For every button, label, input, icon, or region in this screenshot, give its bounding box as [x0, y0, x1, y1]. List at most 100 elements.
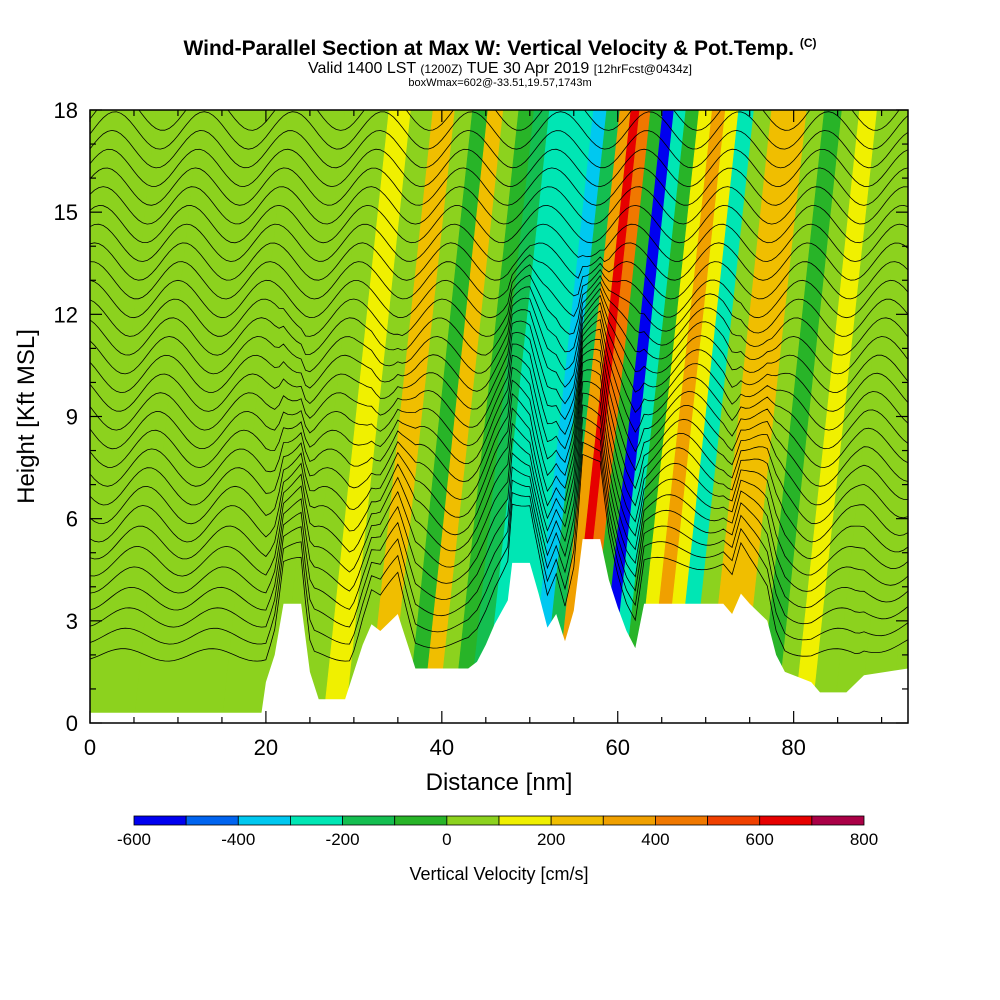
vv-column: [278, 110, 368, 723]
colorbar: -600 -400 -200 0 200 400 600 800: [117, 815, 878, 849]
theta-contour: [90, 274, 908, 337]
colorbar-swatch: [290, 815, 343, 826]
colorbar-swatch: [133, 815, 187, 826]
y-axis: 0 3 6 9 12 15 18: [54, 98, 908, 736]
colorbar-title: Vertical Velocity [cm/s]: [409, 864, 588, 884]
theta-contour: [90, 319, 908, 450]
vv-column: [90, 110, 201, 723]
theta-contour: [90, 348, 908, 506]
colorbar-swatch: [655, 815, 708, 826]
y-tick-label: 18: [54, 98, 78, 123]
plot-area: [90, 110, 908, 723]
theta-contour: [90, 441, 908, 645]
theta-contour: [90, 392, 908, 577]
vv-column: [452, 110, 535, 723]
vv-column: [646, 110, 726, 723]
vv-column: [322, 110, 412, 723]
colorbar-swatch: [446, 815, 500, 826]
colorbar-tick-label: -400: [221, 830, 255, 849]
vv-column: [421, 110, 504, 723]
theta-contour: [90, 186, 908, 225]
theta-contour: [90, 404, 908, 594]
theta-contour: [90, 167, 908, 206]
forecast-info: [12hrFcst@0434z]: [593, 62, 692, 76]
colorbar-swatch: [342, 815, 396, 826]
y-tick-label: 9: [66, 405, 78, 430]
x-tick-label: 40: [430, 735, 454, 760]
theta-contour: [90, 369, 908, 543]
y-tick-label: 0: [66, 711, 78, 736]
theta-contour: [90, 416, 908, 611]
y-tick-label: 12: [54, 302, 78, 327]
theta-contour: [90, 287, 908, 375]
y-tick-label: 6: [66, 507, 78, 532]
x-axis: 0 20 40 60 80: [84, 110, 883, 760]
vv-column: [527, 110, 608, 723]
y-tick-label: 15: [54, 200, 78, 225]
vv-column: [672, 110, 755, 723]
colorbar-swatch: [498, 815, 552, 826]
colorbar-tick-label: -600: [117, 830, 151, 849]
potential-temperature-contours: [90, 110, 908, 662]
vv-column: [832, 110, 908, 723]
vv-column: [619, 110, 700, 723]
colorbar-swatch: [237, 815, 291, 826]
theta-contour: [90, 358, 908, 525]
vv-column: [388, 110, 473, 723]
valid-prefix: Valid 1400 LST: [307, 60, 416, 77]
vv-column: [344, 110, 434, 723]
vv-column: [632, 110, 713, 723]
x-tick-label: 0: [84, 735, 96, 760]
valid-zulu: (1200Z): [420, 62, 463, 76]
theta-contour: [90, 254, 908, 300]
theta-contour: [90, 281, 908, 356]
theta-contour: [90, 242, 908, 281]
colorbar-swatch: [185, 815, 239, 826]
colorbar-tick-label: 200: [537, 830, 565, 849]
colorbar-swatch: [811, 815, 865, 826]
colorbar-tick-label: 600: [746, 830, 774, 849]
y-tick-label: 3: [66, 609, 78, 634]
theta-contour: [90, 380, 908, 560]
colorbar-swatch: [759, 815, 813, 826]
theta-contour: [90, 453, 908, 662]
x-tick-label: 80: [781, 735, 805, 760]
theta-contour: [90, 302, 908, 412]
box-info: boxWmax=602@-33.51,19.57,1743m: [408, 77, 592, 89]
vv-column: [607, 110, 687, 723]
theta-contour: [90, 148, 908, 188]
y-axis-title: Height [Kft MSL]: [13, 329, 40, 504]
vv-column: [687, 110, 772, 723]
chart-subtitle: Valid 1400 LST (1200Z) TUE 30 Apr 2019 […: [0, 60, 1000, 78]
colorbar-swatch: [707, 815, 761, 826]
colorbar-swatch: [602, 815, 656, 826]
vv-column: [758, 110, 843, 723]
theta-contour: [90, 110, 900, 131]
terrain-mask: [90, 539, 908, 723]
x-tick-label: 60: [605, 735, 629, 760]
colorbar-swatch: [550, 815, 604, 826]
theta-contour: [90, 294, 908, 394]
colorbar-swatch: [394, 815, 448, 826]
theta-contour: [90, 111, 908, 150]
vv-column: [740, 110, 825, 723]
vv-column: [659, 110, 739, 723]
x-axis-title: Distance [nm]: [426, 769, 573, 796]
colorbar-tick-label: -200: [326, 830, 360, 849]
x-tick-label: 20: [254, 735, 278, 760]
colorbar-tick-label: 0: [442, 830, 451, 849]
vv-column: [406, 110, 489, 723]
vv-column: [366, 110, 456, 723]
vv-column: [722, 110, 808, 723]
vv-column: [511, 110, 594, 723]
chart-title-mark: (C): [799, 36, 817, 50]
colorbar-tick-label: 400: [641, 830, 669, 849]
theta-contour: [90, 129, 908, 169]
chart-title-text: Wind-Parallel Section at Max W: Vertical…: [183, 37, 794, 60]
chart-title: Wind-Parallel Section at Max W: Vertical…: [0, 36, 1000, 61]
theta-contour: [90, 429, 908, 628]
theta-contour: [90, 223, 908, 262]
vv-column: [221, 110, 346, 723]
theta-contour: [90, 204, 908, 244]
